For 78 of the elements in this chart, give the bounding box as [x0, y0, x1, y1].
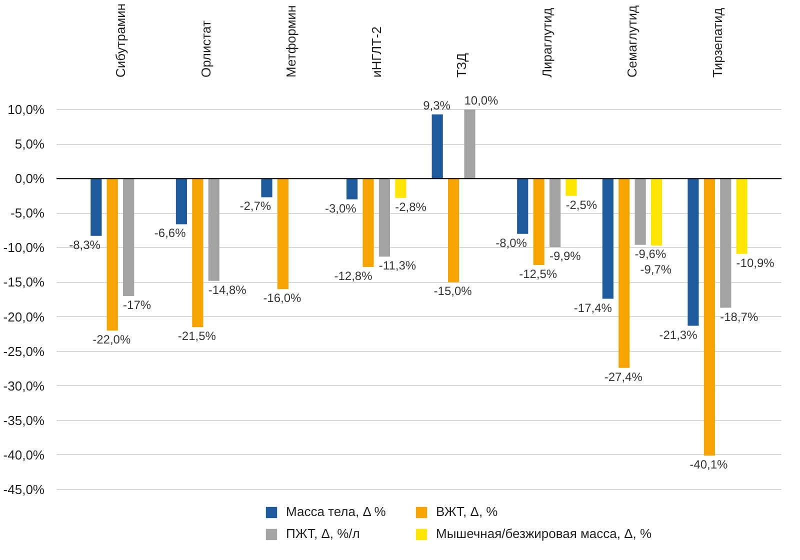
- bar: [618, 178, 630, 368]
- bar: [517, 178, 528, 234]
- y-tick-label: -35,0%: [3, 412, 45, 428]
- bar: [208, 178, 220, 281]
- bar: [432, 114, 443, 179]
- data-label: 10,0%: [464, 94, 499, 108]
- data-label: -9,9%: [550, 248, 582, 263]
- y-tick-label: -30,0%: [3, 378, 45, 394]
- data-label: -2,7%: [240, 199, 272, 214]
- y-tick-label: -40,0%: [3, 447, 45, 462]
- y-tick-label: -25,0%: [3, 344, 45, 359]
- x-tick-label: иНГЛТ-2: [368, 26, 384, 78]
- data-label: -8,0%: [496, 236, 528, 250]
- bar: [395, 178, 406, 198]
- data-label: -27,4%: [604, 370, 643, 384]
- bar: [688, 178, 699, 326]
- bar: [720, 178, 732, 308]
- data-label: 9,3%: [423, 98, 451, 112]
- legend-label: ПЖТ, Δ, %/л: [286, 526, 361, 541]
- data-label: -14,8%: [208, 282, 247, 297]
- bar: [378, 178, 390, 257]
- bar: [464, 110, 476, 179]
- y-tick-label: -10,0%: [3, 240, 45, 256]
- data-label: -12,8%: [334, 269, 373, 284]
- x-tick-label: Семаглутид: [624, 4, 640, 78]
- legend-label: Масса тела, Δ %: [286, 504, 387, 519]
- y-tick-label: 0,0%: [14, 171, 45, 186]
- data-label: -22,0%: [92, 332, 131, 347]
- bar: [533, 178, 544, 265]
- data-label: -6,6%: [154, 226, 186, 240]
- bar: [566, 178, 577, 196]
- data-label: -17,4%: [574, 300, 612, 315]
- x-tick-label: Метформин: [284, 5, 299, 78]
- bar: [192, 178, 204, 328]
- bar: [550, 178, 561, 247]
- data-label: -18,7%: [720, 310, 758, 324]
- y-tick-label: -20,0%: [3, 309, 45, 324]
- bar: [176, 178, 187, 224]
- data-label: -15,0%: [434, 284, 472, 298]
- y-tick-label: -45,0%: [3, 482, 45, 497]
- bar: [736, 178, 748, 254]
- data-label: -21,5%: [178, 329, 216, 344]
- data-label: -21,3%: [659, 328, 698, 342]
- data-label: -12,5%: [519, 266, 558, 281]
- bar: [123, 178, 134, 296]
- bar: [362, 178, 374, 268]
- legend-label: Мышечная/безжировая масса, Δ, %: [436, 526, 652, 541]
- bar: [261, 178, 272, 198]
- data-label: -9,6%: [634, 246, 666, 261]
- bar: [346, 178, 358, 200]
- bar: [634, 178, 646, 245]
- data-label: -2,5%: [566, 198, 598, 212]
- x-tick-label: Сибутрамин: [112, 3, 128, 78]
- y-tick-label: -5,0%: [10, 206, 45, 221]
- y-tick-label: 5,0%: [14, 136, 45, 152]
- x-tick-label: Лираглутид: [539, 7, 554, 78]
- data-label: -10,9%: [736, 256, 775, 270]
- bar: [448, 178, 460, 282]
- data-label: -16,0%: [263, 291, 302, 306]
- x-tick-label: Тирзепатид: [710, 8, 726, 78]
- y-tick-label: 10,0%: [8, 102, 45, 117]
- legend-label: ВЖТ, Δ, %: [436, 504, 499, 519]
- y-tick-label: -15,0%: [3, 274, 45, 290]
- data-label: -2,8%: [395, 200, 427, 214]
- x-tick-label: ТЗД: [454, 52, 470, 78]
- bar: [106, 178, 118, 331]
- data-label: -17%: [123, 298, 152, 312]
- bar: [602, 178, 614, 299]
- bar: [277, 178, 288, 290]
- data-label: -9,7%: [640, 262, 672, 277]
- data-label: -40,1%: [690, 458, 728, 472]
- data-label: -3,0%: [324, 201, 357, 216]
- bar: [704, 178, 715, 456]
- bar: [651, 178, 662, 246]
- data-label: -8,3%: [69, 238, 101, 252]
- data-label: -11,3%: [378, 258, 416, 273]
- bar: [90, 178, 102, 236]
- x-tick-label: Орлистат: [198, 20, 214, 78]
